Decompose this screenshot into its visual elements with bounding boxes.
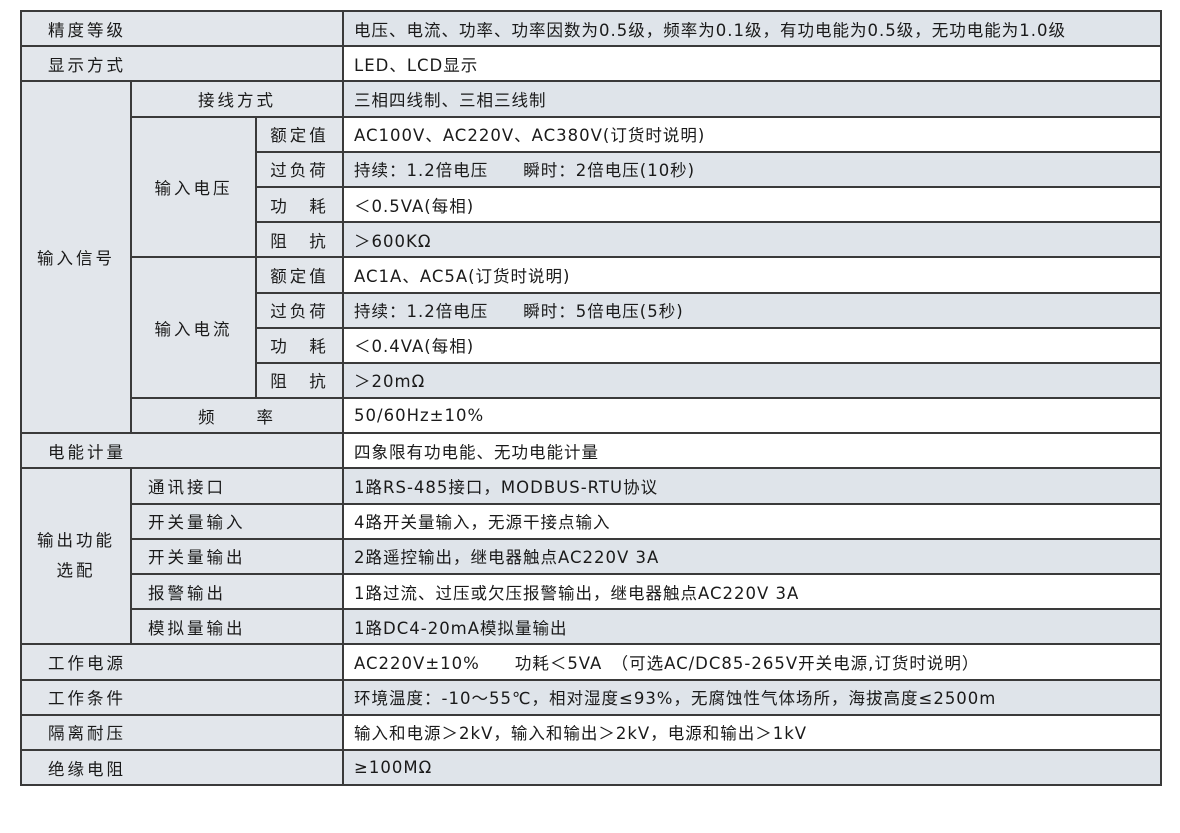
label-alarm: 报警输出 bbox=[129, 572, 345, 611]
label-input-current: 输入电流 bbox=[130, 256, 257, 400]
table-row: 功 耗 ＜0.5VA(每相) bbox=[21, 185, 1162, 224]
value-isolation: 输入和电源＞2kV，输入和输出＞2kV，电源和输出＞1kV bbox=[342, 713, 1162, 751]
table-row: 电能计量 四象限有功电能、无功电能计量 bbox=[19, 432, 1162, 470]
value-voltage-rated: AC100V、AC220V、AC380V(订货时说明) bbox=[342, 115, 1162, 153]
value-display: LED、LCD显示 bbox=[342, 45, 1162, 83]
label-digital-input: 开关量输入 bbox=[129, 502, 345, 540]
value-comm: 1路RS-485接口，MODBUS-RTU协议 bbox=[342, 467, 1162, 505]
value-current-power: ＜0.4VA(每相) bbox=[342, 326, 1162, 364]
label-insulation: 绝缘电阻 bbox=[19, 748, 345, 787]
table-row: 过负荷 持续：1.2倍电压 瞬时：5倍电压(5秒) bbox=[21, 291, 1162, 329]
label-input-voltage: 输入电压 bbox=[130, 115, 257, 259]
value-insulation: ≥100MΩ bbox=[342, 748, 1162, 787]
value-voltage-overload: 持续：1.2倍电压 瞬时：2倍电压(10秒) bbox=[342, 150, 1162, 188]
value-current-impedance: ＞20mΩ bbox=[342, 361, 1162, 400]
table-row: 显示方式 LED、LCD显示 bbox=[19, 45, 1162, 83]
spec-table: 精度等级 电压、电流、功率、功率因数为0.5级，频率为0.1级，有功电能为0.5… bbox=[19, 9, 1162, 787]
table-row: 精度等级 电压、电流、功率、功率因数为0.5级，频率为0.1级，有功电能为0.5… bbox=[19, 9, 1162, 48]
label-display: 显示方式 bbox=[19, 45, 345, 83]
label-current-power: 功 耗 bbox=[254, 326, 345, 364]
value-current-rated: AC1A、AC5A(订货时说明) bbox=[342, 256, 1162, 294]
value-digital-output: 2路遥控输出，继电器触点AC220V 3A bbox=[342, 537, 1162, 576]
label-voltage-overload: 过负荷 bbox=[254, 150, 345, 188]
table-row: 模拟量输出 1路DC4-20mA模拟量输出 bbox=[21, 608, 1162, 646]
table-row: 报警输出 1路过流、过压或欠压报警输出，继电器触点AC220V 3A bbox=[21, 572, 1162, 611]
label-current-rated: 额定值 bbox=[254, 256, 345, 294]
table-row: 开关量输出 2路遥控输出，继电器触点AC220V 3A bbox=[21, 537, 1162, 576]
label-current-impedance: 阻 抗 bbox=[254, 361, 345, 400]
value-energy: 四象限有功电能、无功电能计量 bbox=[342, 432, 1162, 470]
table-row: 阻 抗 ＞600KΩ bbox=[21, 221, 1162, 259]
value-voltage-impedance: ＞600KΩ bbox=[342, 221, 1162, 259]
label-voltage-impedance: 阻 抗 bbox=[254, 221, 345, 259]
value-alarm: 1路过流、过压或欠压报警输出，继电器触点AC220V 3A bbox=[342, 572, 1162, 611]
label-analog: 模拟量输出 bbox=[129, 608, 345, 646]
label-precision: 精度等级 bbox=[19, 9, 345, 48]
table-row: 输入电压 额定值 AC100V、AC220V、AC380V(订货时说明) bbox=[21, 115, 1162, 259]
label-wiring: 接线方式 bbox=[129, 80, 345, 118]
label-input-signal: 输入信号 bbox=[20, 80, 132, 435]
table-row: 功 耗 ＜0.4VA(每相) bbox=[21, 326, 1162, 364]
label-comm: 通讯接口 bbox=[129, 467, 345, 505]
label-supply: 工作电源 bbox=[19, 643, 345, 681]
table-row: 工作电源 AC220V±10% 功耗＜5VA （可选AC/DC85-265V开关… bbox=[19, 643, 1162, 681]
label-voltage-power: 功 耗 bbox=[254, 185, 345, 224]
label-output-line2: 选配 bbox=[56, 561, 96, 581]
table-row: 开关量输入 4路开关量输入，无源干接点输入 bbox=[21, 502, 1162, 540]
label-voltage-rated: 额定值 bbox=[254, 115, 345, 153]
value-supply: AC220V±10% 功耗＜5VA （可选AC/DC85-265V开关电源,订货… bbox=[342, 643, 1162, 681]
label-digital-output: 开关量输出 bbox=[129, 537, 345, 576]
label-isolation: 隔离耐压 bbox=[19, 713, 345, 751]
table-row: 绝缘电阻 ≥100MΩ bbox=[19, 748, 1162, 787]
value-precision: 电压、电流、功率、功率因数为0.5级，频率为0.1级，有功电能为0.5级，无功电… bbox=[342, 9, 1162, 48]
table-row: 工作条件 环境温度：-10～55℃，相对湿度≤93%，无腐蚀性气体场所，海拔高度… bbox=[19, 678, 1162, 716]
value-digital-input: 4路开关量输入，无源干接点输入 bbox=[342, 502, 1162, 540]
label-frequency: 频 率 bbox=[129, 397, 345, 435]
value-frequency: 50/60Hz±10% bbox=[342, 397, 1162, 435]
table-row: 阻 抗 ＞20mΩ bbox=[21, 361, 1162, 400]
value-analog: 1路DC4-20mA模拟量输出 bbox=[342, 608, 1162, 646]
value-current-overload: 持续：1.2倍电压 瞬时：5倍电压(5秒) bbox=[342, 291, 1162, 329]
table-row: 输出功能 选配 通讯接口 1路RS-485接口，MODBUS-RTU协议 bbox=[20, 467, 1162, 646]
table-row: 隔离耐压 输入和电源＞2kV，输入和输出＞2kV，电源和输出＞1kV bbox=[19, 713, 1162, 751]
label-current-overload: 过负荷 bbox=[254, 291, 345, 329]
table-row: 输入信号 接线方式 三相四线制、三相三线制 bbox=[20, 80, 1162, 435]
value-wiring: 三相四线制、三相三线制 bbox=[342, 80, 1162, 118]
label-output-options: 输出功能 选配 bbox=[20, 467, 132, 646]
label-energy: 电能计量 bbox=[19, 432, 345, 470]
table-row: 输入电流 额定值 AC1A、AC5A(订货时说明) bbox=[21, 256, 1162, 400]
table-row: 过负荷 持续：1.2倍电压 瞬时：2倍电压(10秒) bbox=[21, 150, 1162, 188]
label-conditions: 工作条件 bbox=[19, 678, 345, 716]
value-conditions: 环境温度：-10～55℃，相对湿度≤93%，无腐蚀性气体场所，海拔高度≤2500… bbox=[342, 678, 1162, 716]
label-output-line1: 输出功能 bbox=[37, 531, 115, 551]
value-voltage-power: ＜0.5VA(每相) bbox=[342, 185, 1162, 224]
table-row: 频 率 50/60Hz±10% bbox=[21, 397, 1162, 435]
